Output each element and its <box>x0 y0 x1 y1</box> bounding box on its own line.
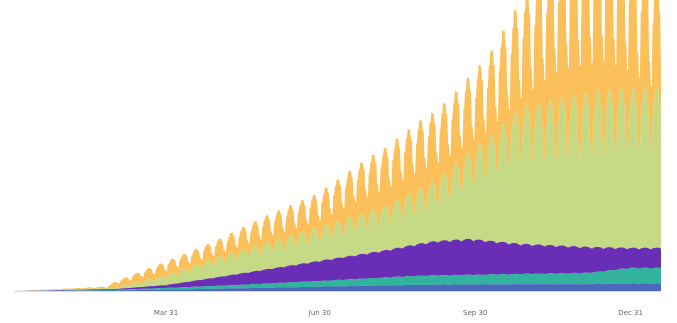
series-area-2 <box>14 267 661 291</box>
series-area-1 <box>14 283 661 291</box>
series-area-5 <box>14 0 661 291</box>
chart-areas <box>14 0 661 291</box>
x-axis-ticks: Mar 31 Jun 30 Sep 30 Dec 31 <box>154 309 643 317</box>
x-tick-label: Sep 30 <box>463 309 487 317</box>
x-tick-label: Dec 31 <box>618 309 643 317</box>
series-area-3 <box>14 238 661 291</box>
x-tick-label: Jun 30 <box>308 309 331 317</box>
series-area-4 <box>14 87 661 291</box>
x-tick-label: Mar 31 <box>154 309 178 317</box>
